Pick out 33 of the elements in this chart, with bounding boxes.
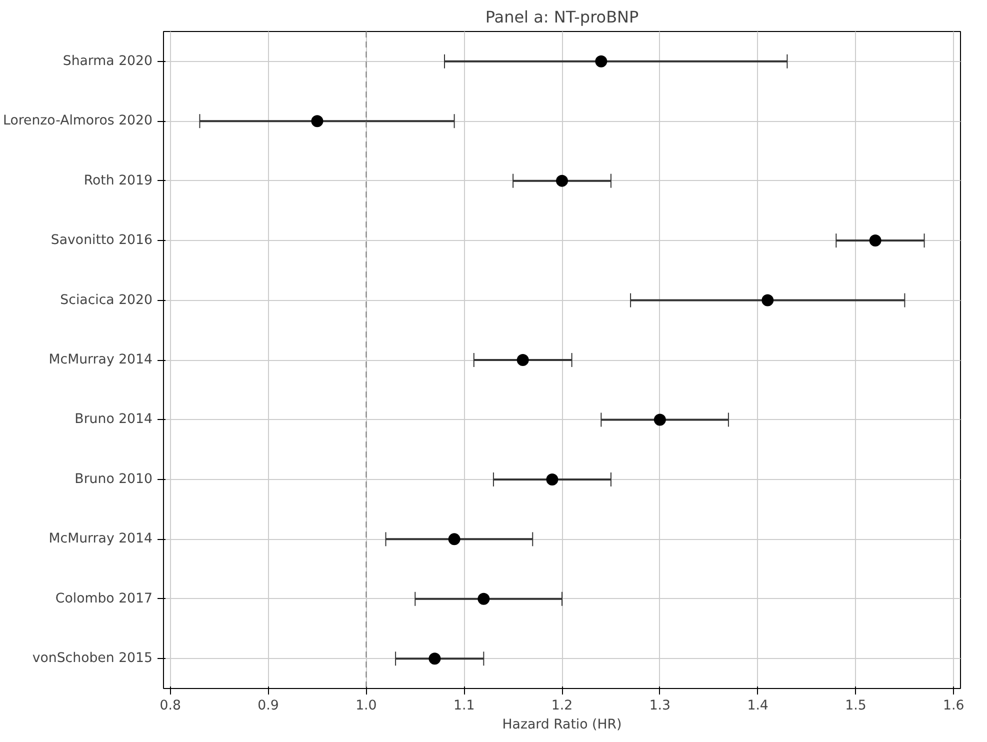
x-tick-label: 1.4 [747,698,768,714]
x-tick-label: 0.8 [160,698,181,714]
point [546,473,558,486]
point [595,55,608,68]
point [869,234,882,247]
point [516,354,529,366]
point [762,294,774,306]
x-tick-label: 1.0 [356,698,377,714]
y-tick-label: McMurray 2014 [48,352,153,368]
point [311,115,324,128]
y-tick-label: Sciacica 2020 [60,292,153,308]
point [448,533,460,546]
y-tick-label: McMurray 2014 [48,532,153,547]
y-tick-label: vonSchoben 2015 [32,651,153,666]
x-tick-label: 1.3 [649,698,671,714]
y-tick-label: Bruno 2010 [74,472,152,487]
y-tick-label: Roth 2019 [84,173,153,188]
x-tick-label: 1.2 [551,698,573,714]
x-tick-label: 1.6 [943,698,964,714]
point [478,592,490,605]
x-tick-label: 0.9 [258,698,279,714]
y-tick-label: Sharma 2020 [62,54,153,69]
point [428,652,441,665]
point [556,174,568,187]
y-tick-label: Lorenzo-Almoros 2020 [3,114,153,129]
chart-title: Panel a: NT-proBNP [485,8,640,26]
y-tick-label: Bruno 2014 [74,412,152,428]
x-tick-label: 1.5 [845,698,866,714]
y-tick-label: Savonitto 2016 [50,233,153,248]
y-tick-label: Colombo 2017 [55,591,153,606]
point [654,414,666,426]
x-tick-label: 1.1 [453,698,475,714]
x-axis-title: Hazard Ratio (HR) [502,718,622,732]
